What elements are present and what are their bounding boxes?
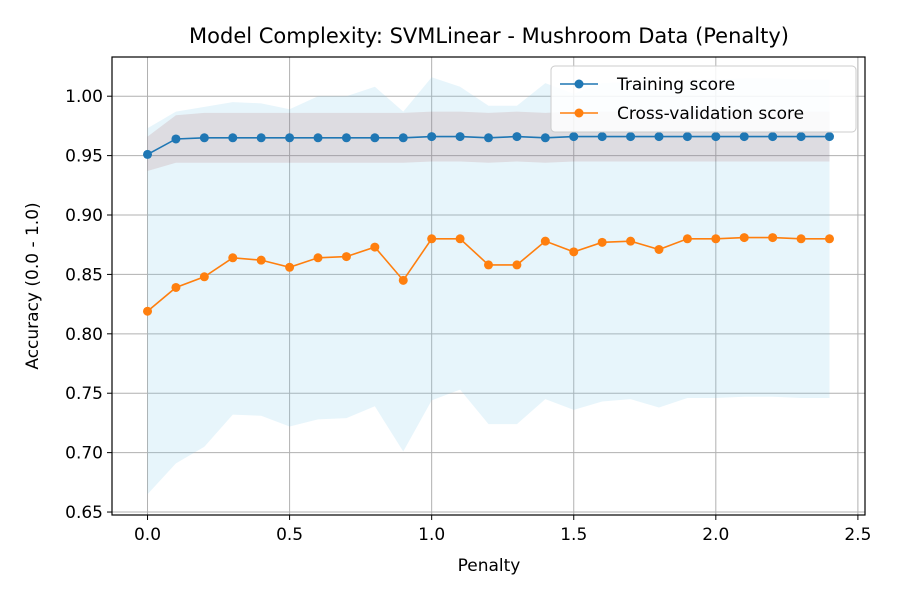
- training-score-point: [654, 132, 664, 142]
- training-score-point: [313, 133, 323, 143]
- training-score-point: [597, 132, 607, 142]
- x-tick-label: 2.5: [844, 525, 871, 545]
- cross-validation-score-point: [711, 234, 721, 244]
- y-tick-label: 1.00: [65, 87, 103, 107]
- y-tick-label: 0.65: [65, 503, 103, 523]
- legend-marker-cross-validation: [574, 108, 584, 118]
- cross-validation-score-point: [768, 233, 778, 243]
- cross-validation-score-point: [341, 252, 351, 262]
- cross-validation-score-band: [147, 77, 830, 495]
- training-score-point: [455, 132, 465, 142]
- x-tick-label: 2.0: [702, 525, 729, 545]
- y-tick-label: 0.70: [65, 444, 103, 464]
- training-score-point: [398, 133, 408, 143]
- plot-frame: [111, 56, 866, 516]
- training-score-point: [682, 132, 692, 142]
- axis-ticks: 0.0 0.5 1.0 1.5 2.0 2.5 0.65 0.70 0.75 0.80 0.85 0.…: [65, 87, 871, 545]
- y-axis-label: Accuracy (0.0 - 1.0): [23, 202, 43, 369]
- y-tick-label: 0.90: [65, 206, 103, 226]
- cross-validation-score-point: [654, 244, 664, 254]
- training-score-point: [143, 149, 153, 159]
- y-tick-label: 0.75: [65, 384, 103, 404]
- training-score-point: [171, 134, 181, 144]
- x-tick-label: 1.5: [560, 525, 587, 545]
- training-score-point: [427, 132, 437, 142]
- cross-validation-score-point: [597, 237, 607, 247]
- series-lines: [143, 132, 834, 316]
- cross-validation-score-point: [682, 234, 692, 244]
- cross-validation-score-point: [228, 253, 238, 263]
- cross-validation-score-point: [796, 234, 806, 244]
- training-score-point: [256, 133, 266, 143]
- y-tick-label: 0.85: [65, 265, 103, 285]
- x-tick-label: 0.5: [276, 525, 303, 545]
- cross-validation-score-point: [370, 242, 380, 252]
- training-score-point: [626, 132, 636, 142]
- cross-validation-score-point: [512, 260, 522, 270]
- cross-validation-score-point: [398, 275, 408, 285]
- legend-label-training: Training score: [616, 75, 735, 95]
- training-score-point: [768, 132, 778, 142]
- training-score-point: [711, 132, 721, 142]
- training-score-point: [512, 132, 522, 142]
- legend-label-cross-validation: Cross-validation score: [617, 104, 804, 124]
- y-tick-label: 0.80: [65, 325, 103, 345]
- cross-validation-score-point: [569, 247, 579, 257]
- training-score-point: [370, 133, 380, 143]
- legend-marker-training: [574, 79, 584, 89]
- training-score-point: [739, 132, 749, 142]
- cross-validation-score-point: [427, 234, 437, 244]
- training-score-point: [540, 133, 550, 143]
- cross-validation-score-point: [285, 262, 295, 272]
- cross-validation-score-point: [256, 255, 266, 265]
- cross-validation-score-point: [484, 260, 493, 270]
- cross-validation-score-point: [143, 306, 153, 316]
- cross-validation-score-point: [540, 236, 550, 246]
- training-score-point: [484, 133, 493, 143]
- training-score-point: [569, 132, 579, 142]
- cross-validation-score-point: [199, 272, 209, 282]
- x-tick-label: 1.0: [418, 525, 445, 545]
- x-tick-label: 0.0: [134, 525, 161, 545]
- legend: Training score Cross-validation score: [550, 65, 857, 133]
- training-score-point: [285, 133, 295, 143]
- x-axis-label: Penalty: [458, 556, 521, 576]
- cross-validation-score-point: [171, 282, 181, 292]
- cross-validation-score-point: [824, 234, 834, 244]
- training-score-point: [796, 132, 806, 142]
- cross-validation-score-point: [455, 234, 465, 244]
- training-score-point: [228, 133, 238, 143]
- cross-validation-score-point: [739, 233, 749, 243]
- cross-validation-score-point: [313, 253, 323, 263]
- training-score-point: [199, 133, 209, 143]
- y-tick-label: 0.95: [65, 147, 103, 167]
- legend-box: [550, 65, 857, 133]
- cross-validation-score-point: [626, 236, 636, 246]
- chart-title: Model Complexity: SVMLinear - Mushroom D…: [189, 24, 789, 48]
- training-score-point: [824, 132, 834, 142]
- training-score-point: [341, 133, 351, 143]
